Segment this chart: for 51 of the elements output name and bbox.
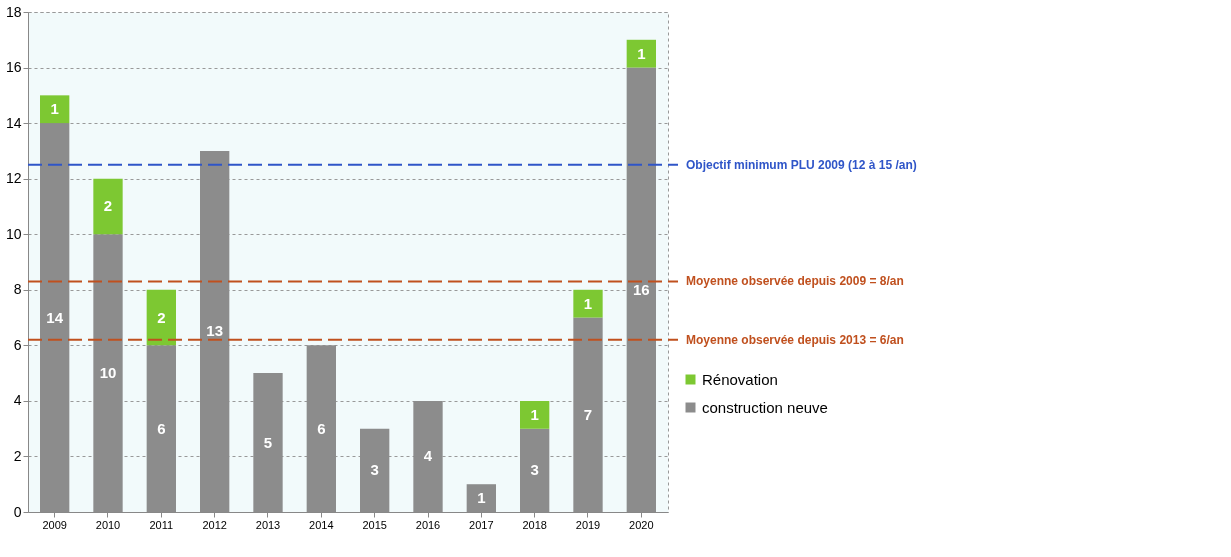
y-tick-label: 16 <box>5 59 22 76</box>
y-tick-label: 10 <box>5 225 22 242</box>
data-label: 7 <box>583 405 593 423</box>
x-tick-label: 2019 <box>575 518 601 531</box>
legend-label: construction neuve <box>702 398 828 416</box>
data-label: 16 <box>632 280 650 298</box>
data-label: 2 <box>103 197 113 215</box>
x-tick-label: 2015 <box>362 518 387 531</box>
data-label: 6 <box>157 419 166 437</box>
data-label: 1 <box>637 44 646 62</box>
x-tick-label: 2017 <box>469 518 494 531</box>
bar <box>146 289 176 346</box>
x-tick-label: 2010 <box>95 518 121 531</box>
data-label: 3 <box>530 461 539 479</box>
y-tick-label: 0 <box>13 503 22 520</box>
y-tick-label: 14 <box>5 114 22 131</box>
x-tick-label: 2012 <box>202 518 227 531</box>
ref-line-label: Objectif minimum PLU 2009 (12 à 15 /an) <box>686 157 917 172</box>
y-tick-label: 8 <box>13 281 22 298</box>
y-tick-label: 4 <box>13 392 22 409</box>
x-tick-label: 2009 <box>42 518 67 531</box>
data-label: 3 <box>370 461 379 479</box>
x-tick-label: 2018 <box>522 518 547 531</box>
y-tick-label: 18 <box>5 3 22 20</box>
data-label: 1 <box>477 489 486 507</box>
data-label: 5 <box>263 433 273 451</box>
data-label: 10 <box>99 364 117 382</box>
bar <box>520 400 550 429</box>
data-label: 14 <box>46 308 64 326</box>
x-tick-label: 2011 <box>149 518 174 531</box>
legend-label: Rénovation <box>702 370 778 388</box>
data-label: 13 <box>206 322 224 340</box>
data-label: 1 <box>530 405 539 423</box>
data-label: 6 <box>317 419 326 437</box>
x-tick-label: 2014 <box>309 518 334 531</box>
x-tick-label: 2013 <box>255 518 281 531</box>
ref-line-label: Moyenne observée depuis 2009 = 8/an <box>686 274 904 289</box>
data-label: 4 <box>423 447 433 465</box>
bar <box>573 289 603 318</box>
bar <box>93 178 123 235</box>
y-tick-label: 2 <box>13 447 22 464</box>
ref-line-label: Moyenne observée depuis 2013 = 6/an <box>686 332 904 347</box>
bar <box>40 95 70 124</box>
data-label: 1 <box>583 294 593 312</box>
data-label: 2 <box>157 308 166 326</box>
y-tick-label: 12 <box>5 170 22 187</box>
data-label: 1 <box>50 100 59 118</box>
x-tick-label: 2016 <box>415 518 441 531</box>
y-tick-label: 6 <box>13 336 22 353</box>
bar <box>626 39 656 68</box>
x-tick-label: 2020 <box>629 518 654 531</box>
